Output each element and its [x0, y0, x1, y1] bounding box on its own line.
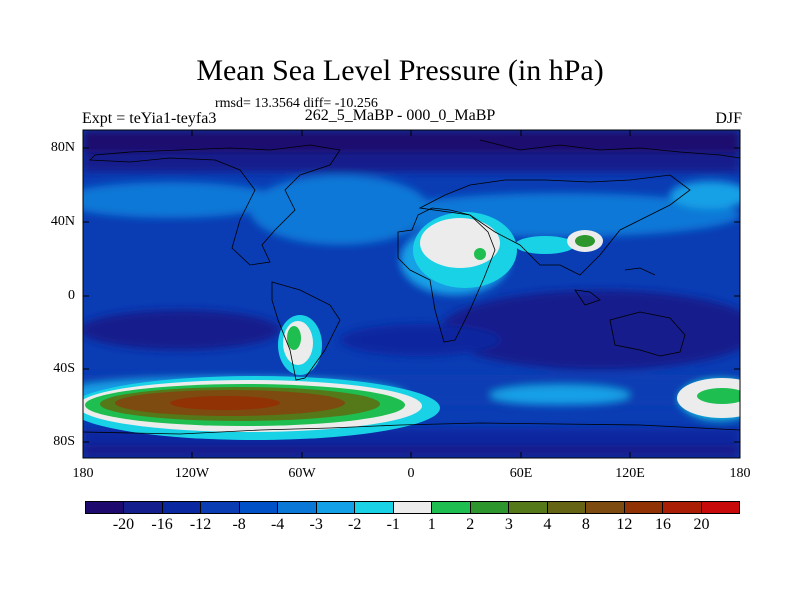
colorbar-swatch [355, 502, 394, 513]
colorbar-swatch [663, 502, 702, 513]
colorbar-swatch [586, 502, 625, 513]
lon-label-60w: 60W [288, 466, 316, 481]
colorbar-label: -12 [189, 516, 212, 533]
map-ticks [83, 130, 740, 458]
colorbar-label: -8 [232, 516, 246, 533]
colorbar-label: -1 [386, 516, 400, 533]
colorbar-swatch [701, 502, 739, 513]
lon-label-120w: 120W [174, 466, 210, 481]
colorbar-swatch [162, 502, 202, 513]
coastlines [83, 139, 740, 435]
map-field [83, 130, 740, 458]
colorbar-label: 8 [581, 516, 590, 533]
colorbar-swatch [124, 502, 163, 513]
experiment-id: Expt = teYia1-teyfa3 [82, 110, 217, 127]
colorbar-label: -2 [348, 516, 362, 533]
colorbar-label: 16 [654, 516, 671, 533]
colorbar-label: 3 [504, 516, 513, 533]
colorbar-swatch [470, 502, 510, 513]
lat-label-80s: 80S [53, 434, 75, 449]
colorbar-label: 1 [427, 516, 436, 533]
colorbar-label: 2 [466, 516, 475, 533]
lon-label-180-right: 180 [729, 466, 751, 481]
colorbar-label: 12 [616, 516, 633, 533]
lat-label-40s: 40S [53, 361, 75, 376]
colorbar-swatch [278, 502, 317, 513]
colorbar-label: -20 [112, 516, 135, 533]
colorbar-label: -4 [270, 516, 285, 533]
colorbar-swatch [547, 502, 587, 513]
lat-label-80n: 80N [50, 140, 75, 155]
colorbar-label: 20 [693, 516, 710, 533]
lon-label-0: 0 [407, 466, 415, 481]
colorbar-label: 4 [543, 516, 552, 533]
lat-label-0: 0 [68, 288, 75, 303]
colorbar-swatch [316, 502, 356, 513]
lon-label-60e: 60E [509, 466, 533, 481]
colorbar-label: -3 [309, 516, 323, 533]
colorbar [85, 501, 740, 514]
colorbar-swatch [201, 502, 240, 513]
colorbar-swatch [624, 502, 664, 513]
experiment-comparison: 262_5_MaBP - 000_0_MaBP [304, 107, 496, 124]
southeast-high-anomaly [677, 378, 740, 418]
colorbar-label: -16 [151, 516, 173, 533]
lat-label-40n: 40N [50, 214, 75, 229]
rmsd-subtitle: rmsd= 13.3564 diff= -10.256 [215, 96, 378, 111]
colorbar-swatch [393, 502, 433, 513]
southern-high-anomaly [83, 376, 440, 440]
colorbar-swatch [239, 502, 279, 513]
map-title: Mean Sea Level Pressure (in hPa) [196, 54, 604, 87]
south-america-anomaly [278, 315, 322, 375]
season-label: DJF [715, 110, 742, 127]
lon-label-120e: 120E [615, 466, 645, 481]
eurasia-anomaly [413, 212, 603, 288]
lon-label-180-left: 180 [72, 466, 94, 481]
colorbar-swatch [432, 502, 471, 513]
colorbar-swatch [86, 502, 125, 513]
colorbar-swatch [509, 502, 548, 513]
